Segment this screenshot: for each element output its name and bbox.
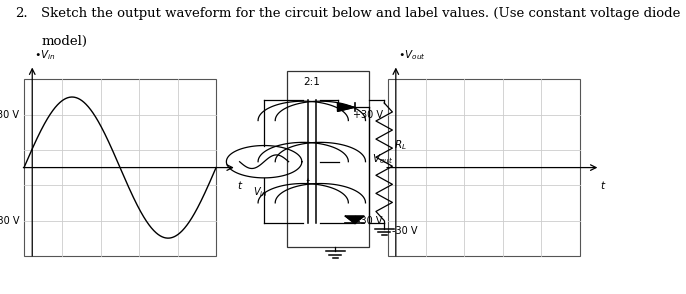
Text: +30 V: +30 V <box>0 110 19 120</box>
Text: 2:1: 2:1 <box>303 77 320 87</box>
Text: $t$: $t$ <box>600 179 607 191</box>
Text: $V_{in}$: $V_{in}$ <box>254 185 268 199</box>
Text: $R_L$: $R_L$ <box>394 139 407 152</box>
Text: $t$: $t$ <box>305 176 311 187</box>
Text: $t$: $t$ <box>237 179 244 191</box>
Bar <box>388 79 580 256</box>
Polygon shape <box>338 103 355 111</box>
Bar <box>287 71 369 247</box>
Text: 2.: 2. <box>15 7 27 20</box>
Text: -30 V: -30 V <box>357 216 383 225</box>
Text: $\bullet V_{in}$: $\bullet V_{in}$ <box>34 48 56 62</box>
Polygon shape <box>345 216 364 223</box>
Text: $\bullet V_{out}$: $\bullet V_{out}$ <box>398 48 425 62</box>
Bar <box>24 79 216 256</box>
Text: $V_{out}$: $V_{out}$ <box>372 152 394 166</box>
Text: model): model) <box>41 35 87 48</box>
Text: +30 V: +30 V <box>353 110 383 120</box>
Text: Sketch the output waveform for the circuit below and label values. (Use constant: Sketch the output waveform for the circu… <box>41 7 681 20</box>
Text: -30 V: -30 V <box>392 226 418 236</box>
Text: -30 V: -30 V <box>0 216 19 225</box>
